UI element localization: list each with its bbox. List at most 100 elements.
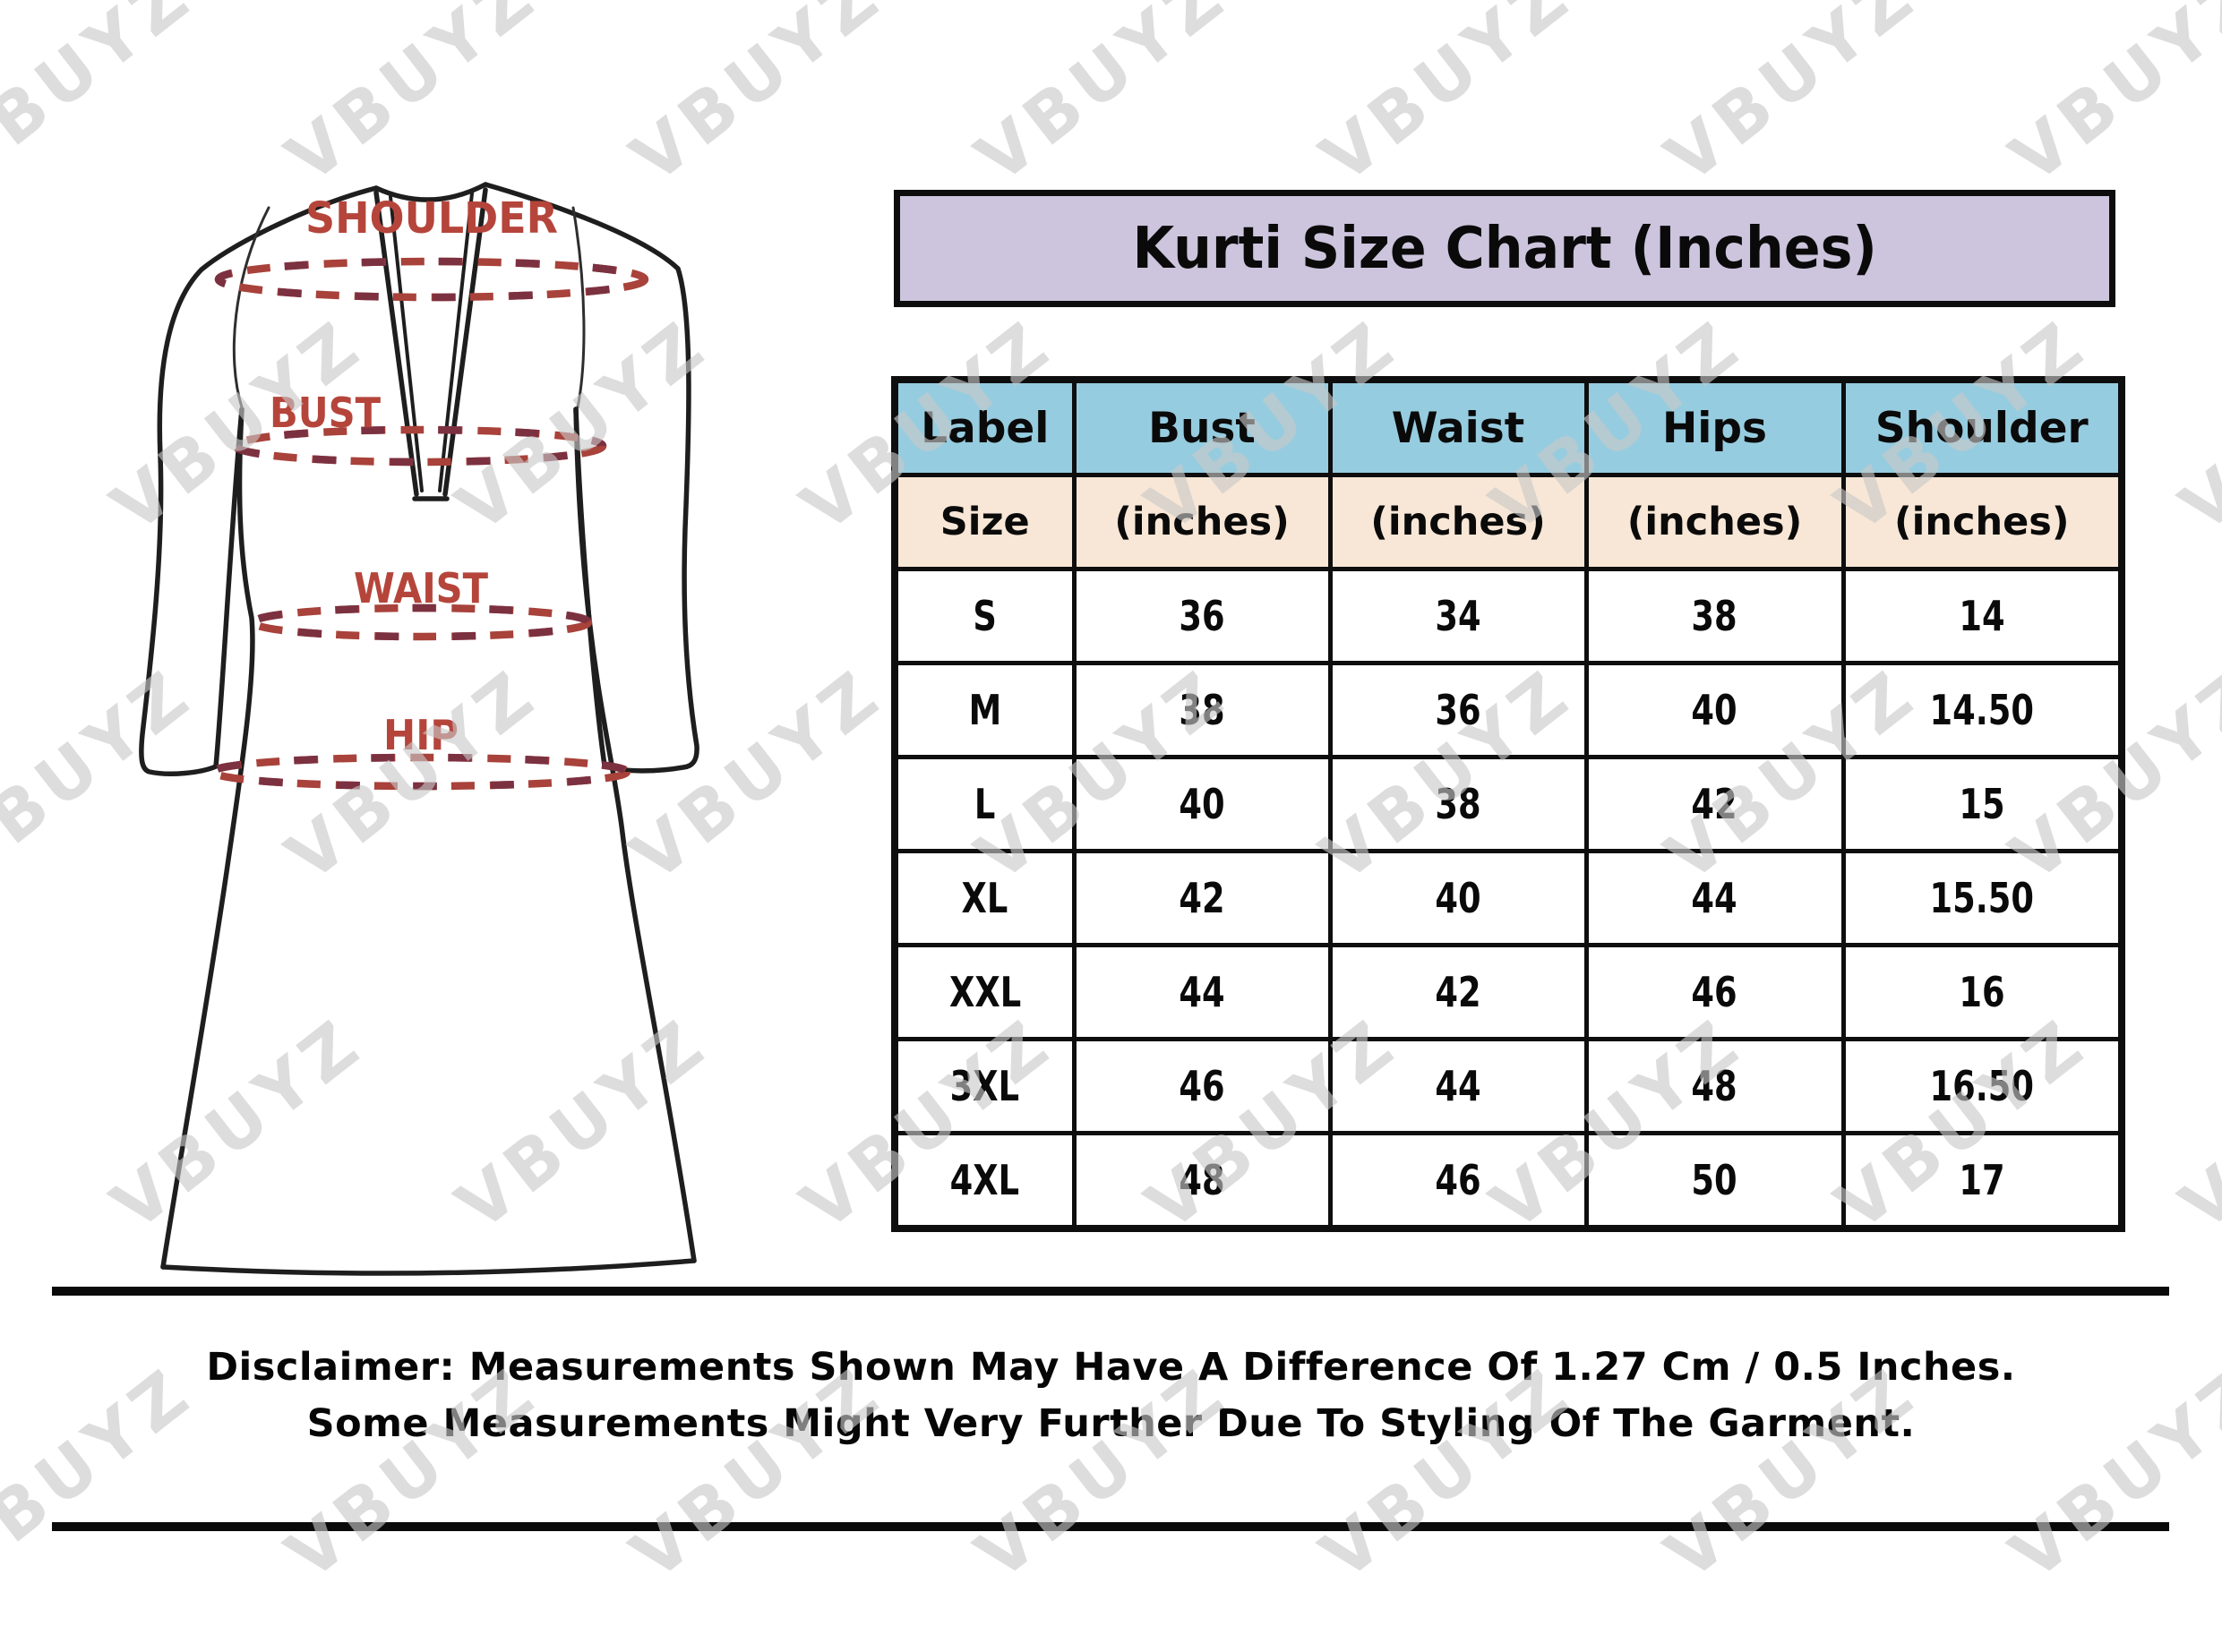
cell-value: 16	[1959, 968, 2005, 1016]
size-label-cell: M	[892, 661, 1077, 759]
cell-value: 3XL	[950, 1062, 1020, 1110]
cell-value: L	[974, 780, 996, 828]
cell-value: 44	[1691, 874, 1738, 922]
body-right-line	[573, 407, 697, 1263]
measurement-cell: 42	[1071, 849, 1333, 947]
cell-value: 34	[1435, 592, 1481, 640]
measurement-cell: 44	[1583, 849, 1846, 947]
measurement-cell: 50	[1583, 1131, 1846, 1231]
measurement-cell: 38	[1583, 567, 1846, 665]
cell-value: 36	[1435, 686, 1481, 734]
waist-dash-ellipse-dark	[249, 603, 593, 641]
cell-value: S	[973, 592, 997, 640]
right-armhole-seam	[571, 206, 586, 409]
measurement-cell: 40	[1071, 755, 1333, 853]
disclaimer-line-2: Some Measurements Might Very Further Due…	[306, 1401, 1916, 1446]
measurement-cell: 16	[1840, 943, 2124, 1041]
placket-outer-right	[442, 187, 488, 497]
kurti-diagram: SHOULDER BUST WAIST HIP	[139, 182, 699, 1276]
table-subheader-row: Size (inches) (inches) (inches) (inches)	[892, 473, 2124, 571]
cell-value: 50	[1691, 1156, 1738, 1204]
garment-outline	[139, 182, 699, 1276]
measurement-cell: 38	[1071, 661, 1333, 759]
measurement-cell: 36	[1327, 661, 1589, 759]
measurement-cell: 14.50	[1840, 661, 2124, 759]
measurement-cell: 44	[1327, 1037, 1589, 1135]
cell-value: 38	[1691, 592, 1738, 640]
col-header-label: Label	[892, 377, 1077, 477]
size-label-cell: L	[892, 755, 1077, 853]
cell-value: M	[968, 686, 1002, 734]
disclaimer-text: Disclaimer: Measurements Shown May Have …	[0, 1340, 2222, 1452]
cell-value: 4XL	[950, 1156, 1020, 1204]
measurement-cell: 46	[1327, 1131, 1589, 1231]
watermark: VBUYZ	[1651, 0, 1932, 199]
measurement-cell: 36	[1071, 567, 1333, 665]
measurement-cell: 34	[1327, 567, 1589, 665]
size-row: 3XL 46 44 48 16.50	[892, 1037, 2124, 1135]
cell-value: 14.50	[1929, 686, 2034, 734]
size-row: S 36 34 38 14	[892, 567, 2124, 665]
measurement-cell: 15.50	[1840, 849, 2124, 947]
cell-value: 48	[1179, 1156, 1225, 1204]
size-row: XL 42 40 44 15.50	[892, 849, 2124, 947]
measurement-cell: 40	[1583, 661, 1846, 759]
col-header-shoulder: Shoulder	[1840, 377, 2124, 477]
measurement-cell: 46	[1071, 1037, 1333, 1135]
watermark: VBUYZ	[2166, 303, 2222, 548]
size-label-cell: XXL	[892, 943, 1077, 1041]
placket-inner-right	[438, 192, 474, 492]
cell-value: 46	[1179, 1062, 1225, 1110]
chart-title: Kurti Size Chart (Inches)	[1132, 215, 1877, 282]
col-header-hips: Hips	[1583, 377, 1846, 477]
hem-line	[160, 1258, 697, 1276]
size-label-cell: XL	[892, 849, 1077, 947]
measurement-cell: 48	[1071, 1131, 1333, 1231]
table-header-row: Label Bust Waist Hips Shoulder	[892, 377, 2124, 477]
cell-value: 48	[1691, 1062, 1738, 1110]
size-row: L 40 38 42 15	[892, 755, 2124, 853]
placket-inner-left	[389, 195, 424, 492]
cell-value: 38	[1179, 686, 1225, 734]
size-label-cell: 3XL	[892, 1037, 1077, 1135]
measure-dashes	[209, 257, 649, 791]
top-divider	[52, 1287, 2169, 1296]
waist-label: WAIST	[354, 564, 489, 612]
size-label-cell: 4XL	[892, 1131, 1077, 1231]
left-sleeve-line	[139, 185, 379, 776]
measurement-cell: 14	[1840, 567, 2124, 665]
col-subheader-waist: (inches)	[1327, 473, 1589, 571]
size-table: Label Bust Waist Hips Shoulder Size (inc…	[891, 376, 2125, 1232]
cell-value: 36	[1179, 592, 1225, 640]
size-row: 4XL 48 46 50 17	[892, 1131, 2124, 1231]
measurement-cell: 17	[1840, 1131, 2124, 1231]
cell-value: 42	[1179, 874, 1225, 922]
measurement-cell: 44	[1071, 943, 1333, 1041]
size-row: M 38 36 40 14.50	[892, 661, 2124, 759]
size-row: XXL 44 42 46 16	[892, 943, 2124, 1041]
col-subheader-hips: (inches)	[1583, 473, 1846, 571]
shoulder-label: SHOULDER	[305, 193, 558, 244]
cell-value: 14	[1959, 592, 2005, 640]
measurement-cell: 42	[1327, 943, 1589, 1041]
size-label-cell: S	[892, 567, 1077, 665]
col-header-bust: Bust	[1071, 377, 1333, 477]
right-sleeve-line	[483, 182, 699, 774]
bust-dash-ellipse-dark	[231, 425, 607, 466]
bottom-divider	[52, 1522, 2169, 1531]
cell-value: XXL	[948, 968, 1021, 1016]
cell-value: 17	[1959, 1156, 2005, 1204]
measurement-cell: 15	[1840, 755, 2124, 853]
col-subheader-shoulder: (inches)	[1840, 473, 2124, 571]
col-subheader-size: Size	[892, 473, 1077, 571]
watermark: VBUYZ	[1995, 0, 2222, 199]
cell-value: 46	[1691, 968, 1738, 1016]
measurement-cell: 42	[1583, 755, 1846, 853]
cell-value: 15	[1959, 780, 2005, 828]
title-banner: Kurti Size Chart (Inches)	[894, 190, 2115, 307]
cell-value: XL	[961, 874, 1008, 922]
col-header-waist: Waist	[1327, 377, 1589, 477]
measurement-cell: 46	[1583, 943, 1846, 1041]
cell-value: 16.50	[1929, 1062, 2034, 1110]
